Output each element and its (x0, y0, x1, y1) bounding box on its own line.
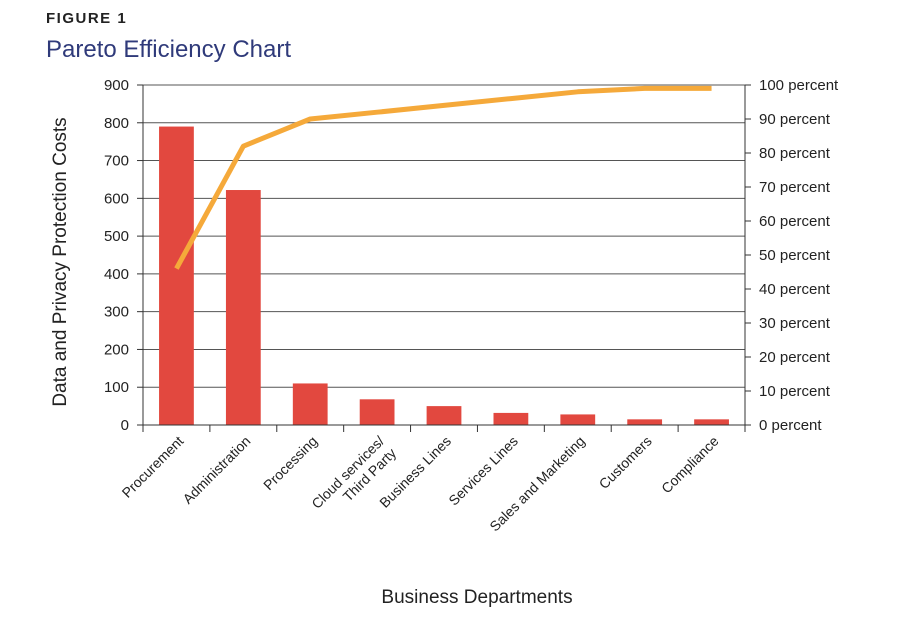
chart-title: Pareto Efficiency Chart (46, 36, 292, 63)
y2-tick-label: 70 percent (759, 179, 831, 196)
y-tick-label: 100 (104, 379, 129, 396)
y-tick-label: 800 (104, 115, 129, 132)
bar (560, 414, 596, 425)
bar (159, 126, 194, 426)
x-tick-label: Processing (260, 433, 320, 493)
y2-tick-label: 60 percent (759, 213, 831, 230)
bar (359, 399, 395, 425)
y-tick-label: 300 (104, 304, 129, 321)
bar (493, 412, 529, 425)
bar (225, 190, 261, 425)
y-tick-label: 500 (104, 228, 129, 245)
axes (137, 84, 751, 432)
y-tick-label: 700 (104, 153, 129, 170)
y2-tick-label: 80 percent (759, 145, 831, 162)
x-tick-label: Compliance (658, 433, 722, 497)
y2-tick-label: 50 percent (759, 247, 831, 264)
bar (292, 383, 328, 425)
y-tick-label: 0 (121, 417, 129, 434)
x-tick-label: Procurement (119, 433, 187, 501)
tick-labels: 900 800 700 600 500 400 300 200 100 0 100 percent 9… (104, 77, 839, 534)
figure-label: FIGURE 1 (46, 10, 128, 27)
y-tick-label: 600 (104, 190, 129, 207)
bar (627, 419, 663, 425)
x-axis-title: Business Departments (381, 587, 572, 608)
y2-tick-label: 0 percent (759, 417, 822, 434)
bar (694, 419, 729, 425)
bar-series (159, 126, 729, 426)
x-tick-label: Customers (596, 433, 655, 492)
y-tick-label: 400 (104, 266, 129, 283)
y2-tick-label: 90 percent (759, 111, 831, 128)
y2-tick-label: 40 percent (759, 281, 831, 298)
y2-tick-label: 30 percent (759, 315, 831, 332)
y-tick-label: 200 (104, 341, 129, 358)
y2-tick-label: 10 percent (759, 383, 831, 400)
y-tick-label: 900 (104, 77, 129, 94)
x-tick-label: Business Lines (376, 433, 454, 511)
y2-tick-label: 100 percent (759, 77, 839, 94)
x-tick-label: Administration (179, 433, 253, 507)
y2-tick-label: 20 percent (759, 349, 831, 366)
y-axis-title: Data and Privacy Protection Costs (50, 117, 71, 406)
bar (426, 406, 462, 425)
cumulative-line-series (174, 85, 712, 270)
x-tick-label: Services Lines (445, 433, 521, 509)
